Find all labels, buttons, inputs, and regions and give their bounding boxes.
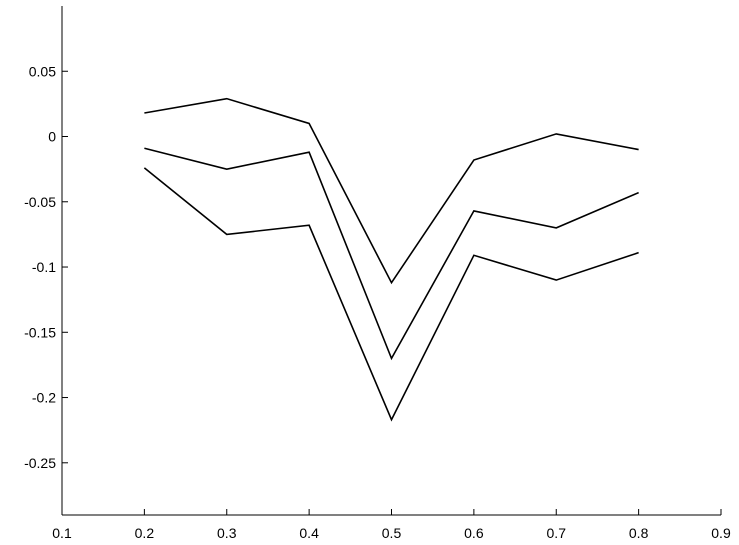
series-line-3	[143, 167, 639, 422]
x-tick-label: 0.6	[464, 525, 484, 541]
x-tick-label: 0.1	[52, 525, 72, 541]
series-line-1	[144, 97, 639, 285]
x-tick-label: 0.8	[629, 525, 649, 541]
x-tick-label: 0.9	[711, 525, 731, 541]
x-tick-label: 0.2	[135, 525, 155, 541]
y-tick-label: -0.2	[32, 390, 56, 406]
x-tick-label: 0.5	[382, 525, 402, 541]
y-tick-label: 0.05	[29, 63, 56, 79]
y-tick-label: 0	[48, 129, 56, 145]
y-tick-label: -0.15	[24, 324, 56, 340]
y-tick-label: -0.05	[24, 194, 56, 210]
x-tick-label: 0.3	[217, 525, 237, 541]
y-tick-label: -0.1	[32, 259, 56, 275]
series-line-2	[144, 147, 639, 361]
series-group	[143, 97, 639, 422]
x-tick-label: 0.7	[547, 525, 567, 541]
y-axis: 0.05 0 -0.05 -0.1 -0.15 -0.2 -0.25	[24, 6, 68, 515]
y-tick-label: -0.25	[24, 455, 56, 471]
x-axis: 0.1 0.2 0.3 0.4 0.5 0.6 0.7 0.8 0.9	[52, 509, 731, 541]
x-tick-label: 0.4	[299, 525, 319, 541]
